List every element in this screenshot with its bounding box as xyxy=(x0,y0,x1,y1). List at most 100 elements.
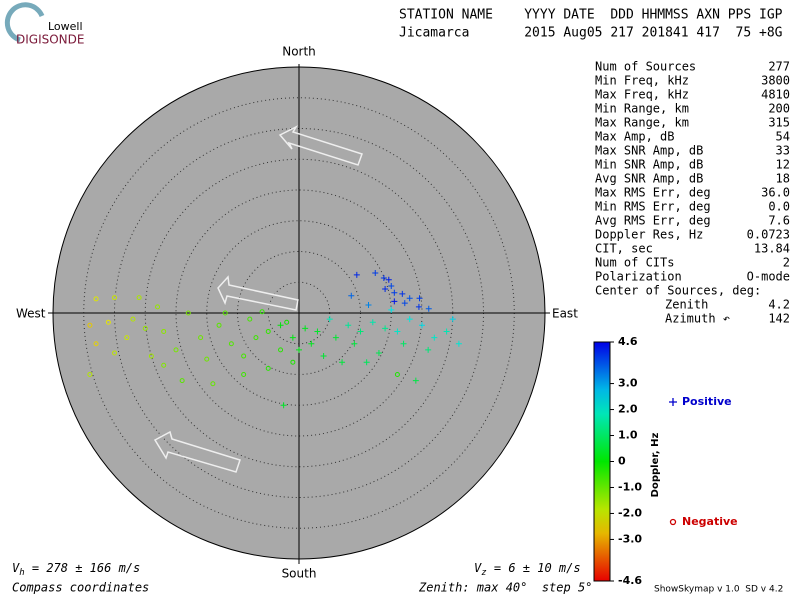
stat-label: Min SNR Amp, dB xyxy=(595,158,703,172)
colorbar-tick-label: 4.6 xyxy=(618,335,638,348)
positive-point xyxy=(332,334,339,341)
negative-point xyxy=(241,372,247,377)
negative-point xyxy=(259,309,265,315)
stat-value: 33 xyxy=(776,144,790,158)
stat-label: Doppler Res, Hz xyxy=(595,228,703,242)
colorbar-tick-label: -4.6 xyxy=(618,574,642,587)
positive-point xyxy=(415,303,422,310)
stat-value: 277 xyxy=(768,60,790,74)
positive-point xyxy=(388,306,395,313)
negative-point xyxy=(198,335,204,341)
colorbar-tick-label: 1.0 xyxy=(618,429,638,442)
negative-point xyxy=(87,322,93,328)
header-columns: STATION NAME YYYY DATE DDD HHMMSS AXN PP… xyxy=(399,8,783,23)
center-label: Azimuth ↶ xyxy=(665,312,730,326)
stat-value: 2 xyxy=(783,256,790,270)
positive-point xyxy=(382,325,389,332)
legend-marker xyxy=(669,398,677,406)
positive-point xyxy=(394,328,401,335)
positive-point xyxy=(339,359,346,366)
positive-point xyxy=(391,289,398,296)
positive-point xyxy=(416,295,423,302)
negative-point xyxy=(216,322,222,328)
positive-point xyxy=(455,340,462,347)
negative-point xyxy=(394,372,400,377)
positive-point xyxy=(443,328,450,335)
logo-top: Lowell xyxy=(48,20,83,33)
colorbar xyxy=(593,341,611,582)
stat-value: 36.0 xyxy=(761,186,790,200)
positive-point xyxy=(400,340,407,347)
colorbar-tick-label: 2.0 xyxy=(618,403,638,416)
positive-point xyxy=(345,322,352,329)
positive-point xyxy=(375,349,382,356)
positive-point xyxy=(353,271,360,278)
negative-point xyxy=(112,295,117,301)
positive-point xyxy=(314,328,321,335)
negative-point xyxy=(130,316,136,322)
positive-point xyxy=(302,325,309,332)
negative-point xyxy=(228,341,234,347)
positive-point xyxy=(425,346,432,353)
east-label: East xyxy=(552,307,578,321)
negative-point xyxy=(124,335,130,341)
stat-label: CIT, sec xyxy=(595,242,653,256)
logo-swoosh xyxy=(4,2,45,43)
center-label: Zenith xyxy=(665,298,708,312)
drift-arrow xyxy=(217,275,299,311)
positive-point xyxy=(412,377,419,384)
colorbar-tick-label: -3.0 xyxy=(618,532,642,545)
positive-point xyxy=(280,402,287,409)
stat-label: Min Freq, kHz xyxy=(595,74,689,88)
positive-point xyxy=(369,319,376,326)
positive-point xyxy=(320,353,327,360)
negative-point xyxy=(284,319,290,325)
negative-point xyxy=(265,365,271,371)
legend-label: Positive xyxy=(682,395,732,408)
positive-point xyxy=(401,300,408,307)
legend-label: Negative xyxy=(682,515,738,528)
drift-arrow xyxy=(153,430,241,473)
stat-value: 3800 xyxy=(761,74,790,88)
negative-point xyxy=(241,353,247,359)
stat-value: 0.0 xyxy=(768,200,790,214)
stat-label: Num of Sources xyxy=(595,60,696,74)
stat-label: Max SNR Amp, dB xyxy=(595,144,703,158)
stat-value: 315 xyxy=(768,116,790,130)
negative-point xyxy=(155,304,161,310)
vh-label: Vh = 278 ± 166 m/s xyxy=(12,561,140,578)
colorbar-label: Doppler, Hz xyxy=(650,433,661,498)
negative-point xyxy=(265,328,271,334)
positive-point xyxy=(348,292,355,299)
negative-point xyxy=(142,325,148,331)
logo-bottom: DIGISONDE xyxy=(16,33,84,47)
positive-point xyxy=(351,340,358,347)
stat-value: 7.6 xyxy=(768,214,790,228)
south-label: South xyxy=(282,567,317,581)
positive-point xyxy=(289,334,296,341)
vh-symbol: V xyxy=(12,561,20,575)
stat-label: Max Freq, kHz xyxy=(595,88,689,102)
negative-point xyxy=(210,381,216,387)
stat-label: Max Amp, dB xyxy=(595,130,674,144)
stat-label: Num of CITs xyxy=(595,256,674,270)
positive-point xyxy=(385,276,392,283)
center-value: 142 xyxy=(768,312,790,326)
vh-sub: h xyxy=(19,568,24,578)
positive-point xyxy=(388,282,395,289)
positive-point xyxy=(365,302,372,309)
vh-value: = 278 ± 166 m/s xyxy=(25,561,141,575)
negative-point xyxy=(136,295,142,301)
negative-point xyxy=(105,319,111,325)
stat-label: Avg RMS Err, deg xyxy=(595,214,711,228)
positive-point xyxy=(406,295,413,302)
stat-label: Min Range, km xyxy=(595,102,689,116)
negative-point xyxy=(161,328,167,334)
stat-value: O-mode xyxy=(747,270,790,284)
legend-marker xyxy=(669,518,677,526)
stat-value: 13.84 xyxy=(754,242,790,256)
vz-symbol: V xyxy=(474,561,482,575)
positive-point xyxy=(326,316,333,323)
negative-point xyxy=(87,372,93,377)
